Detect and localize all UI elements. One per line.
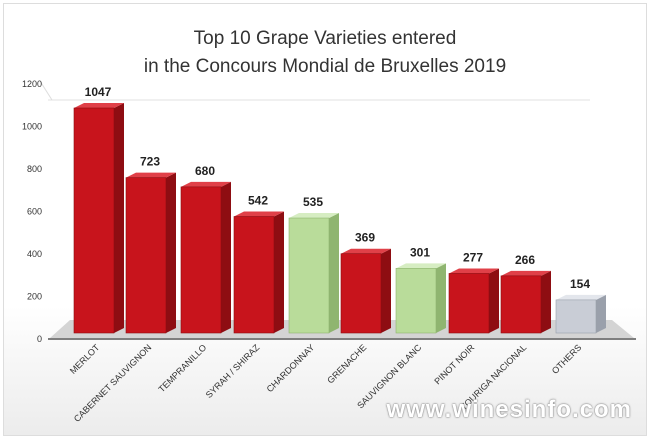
- x-tick-label: GRENACHE: [325, 342, 368, 385]
- bar: [73, 107, 115, 334]
- bar-top: [234, 211, 284, 217]
- data-label: 680: [195, 164, 215, 178]
- bar: [288, 217, 330, 334]
- x-tick-label: OTHERS: [550, 342, 584, 376]
- data-label: 1047: [85, 85, 112, 99]
- x-tick-label: PINOT NOIR: [432, 342, 476, 386]
- x-tick-label: SYRAH / SHIRAZ: [204, 342, 262, 400]
- bar: [340, 253, 382, 334]
- bar-side: [274, 211, 284, 333]
- data-label: 266: [515, 253, 535, 267]
- y-tick-label: 200: [27, 292, 42, 302]
- bar: [555, 299, 597, 334]
- bar: [448, 273, 490, 334]
- data-label: 154: [570, 277, 590, 291]
- bar-side: [489, 268, 499, 333]
- data-label: 301: [410, 245, 430, 259]
- bar: [125, 177, 167, 334]
- bar: [500, 275, 542, 334]
- bar-top: [341, 248, 391, 254]
- axis-diagonal: [39, 80, 53, 101]
- chart-title-line2: in the Concours Mondial de Bruxelles 201…: [143, 56, 507, 77]
- data-label: 723: [140, 155, 160, 169]
- data-label: 369: [355, 231, 375, 245]
- bar-top: [74, 103, 124, 108]
- bar-top: [449, 268, 499, 274]
- bar-top: [556, 294, 606, 300]
- data-label: 542: [248, 194, 268, 208]
- bar-top: [396, 263, 446, 269]
- x-tick-label: TEMPRANILLO: [156, 342, 208, 394]
- data-label: 535: [303, 195, 323, 209]
- data-label: 277: [463, 250, 483, 264]
- y-tick-label: 400: [27, 249, 42, 259]
- bar-side: [381, 248, 391, 333]
- bar-top: [181, 181, 231, 187]
- bar-side: [436, 263, 446, 333]
- y-tick-label: 1000: [22, 122, 42, 132]
- y-tick-label: 600: [27, 207, 42, 217]
- bar-top: [289, 213, 339, 219]
- bar-side: [329, 213, 339, 333]
- bar-side: [221, 181, 231, 333]
- bar: [180, 186, 222, 334]
- watermark: www.winesinfo.com: [386, 396, 632, 423]
- y-tick-label: 0: [37, 334, 42, 344]
- bar-side: [166, 172, 176, 333]
- y-tick-label: 1200: [22, 79, 42, 89]
- bar: [233, 216, 275, 334]
- y-tick-label: 800: [27, 164, 42, 174]
- bar: [395, 268, 437, 334]
- x-tick-label: MERLOT: [68, 342, 102, 376]
- chart-title-line1: Top 10 Grape Varieties entered: [193, 28, 457, 49]
- bar-side: [114, 103, 124, 333]
- bar-side: [596, 294, 606, 333]
- bar-side: [541, 270, 551, 333]
- x-tick-label: CHARDONNAY: [265, 342, 317, 394]
- bar-top: [126, 172, 176, 178]
- bar-top: [501, 270, 551, 276]
